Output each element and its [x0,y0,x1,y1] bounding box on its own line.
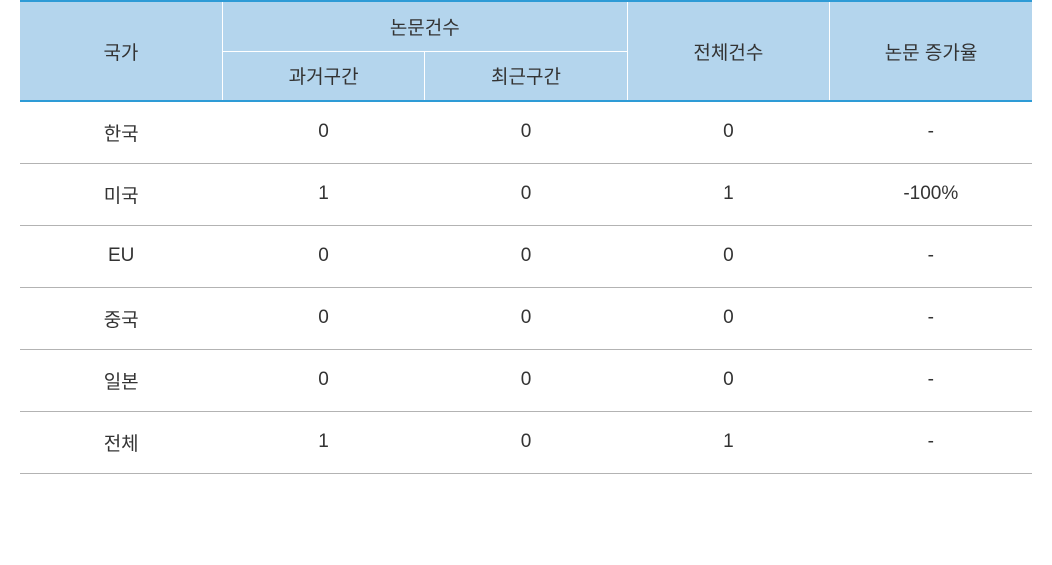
cell-country: EU [20,225,222,287]
cell-total: 1 [627,411,829,473]
table-row: 중국000- [20,287,1032,349]
cell-recent: 0 [425,287,627,349]
cell-past: 0 [222,225,424,287]
papers-table: 국가 논문건수 전체건수 논문 증가율 과거구간 최근구간 한국000-미국10… [20,0,1032,474]
cell-total: 0 [627,349,829,411]
cell-total: 0 [627,287,829,349]
cell-country: 전체 [20,411,222,473]
cell-past: 0 [222,349,424,411]
header-paper-count: 논문건수 [222,1,627,51]
header-recent-period: 최근구간 [425,51,627,101]
cell-growth: -100% [830,163,1032,225]
cell-past: 1 [222,163,424,225]
cell-recent: 0 [425,349,627,411]
cell-growth: - [830,411,1032,473]
cell-country: 한국 [20,101,222,163]
table-row: EU000- [20,225,1032,287]
cell-recent: 0 [425,411,627,473]
table-row: 전체101- [20,411,1032,473]
cell-recent: 0 [425,225,627,287]
table-body: 한국000-미국101-100%EU000-중국000-일본000-전체101- [20,101,1032,473]
cell-past: 0 [222,101,424,163]
table-header: 국가 논문건수 전체건수 논문 증가율 과거구간 최근구간 [20,1,1032,101]
table-row: 미국101-100% [20,163,1032,225]
cell-country: 미국 [20,163,222,225]
cell-growth: - [830,287,1032,349]
cell-recent: 0 [425,163,627,225]
header-growth-rate: 논문 증가율 [830,1,1032,101]
cell-recent: 0 [425,101,627,163]
header-country: 국가 [20,1,222,101]
cell-total: 1 [627,163,829,225]
cell-country: 일본 [20,349,222,411]
header-row-1: 국가 논문건수 전체건수 논문 증가율 [20,1,1032,51]
cell-growth: - [830,225,1032,287]
cell-growth: - [830,101,1032,163]
table-row: 일본000- [20,349,1032,411]
cell-total: 0 [627,101,829,163]
cell-past: 1 [222,411,424,473]
table-container: 국가 논문건수 전체건수 논문 증가율 과거구간 최근구간 한국000-미국10… [0,0,1052,474]
header-total-count: 전체건수 [627,1,829,101]
cell-country: 중국 [20,287,222,349]
cell-total: 0 [627,225,829,287]
table-row: 한국000- [20,101,1032,163]
header-past-period: 과거구간 [222,51,424,101]
cell-past: 0 [222,287,424,349]
cell-growth: - [830,349,1032,411]
